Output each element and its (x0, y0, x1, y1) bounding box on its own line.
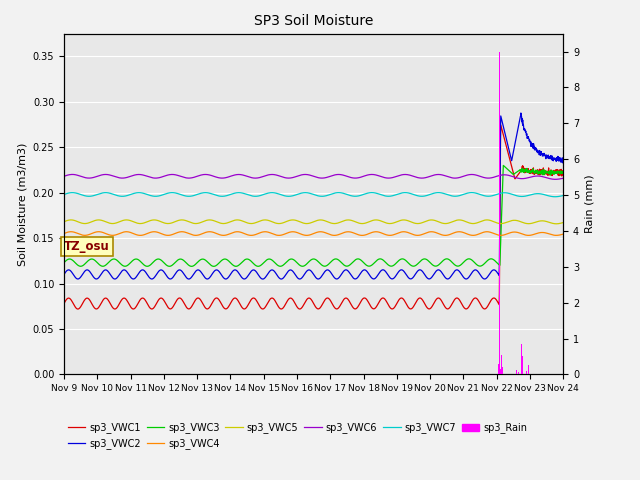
sp3_VWC6 (60, 173, 68, 179)
Title: SP3 Soil Moisture: SP3 Soil Moisture (254, 14, 373, 28)
sp3_VWC5 (529, 220, 537, 226)
sp3_VWC3 (499, 163, 507, 168)
sp3_VWC7 (339, 190, 346, 196)
sp3_VWC2 (259, 276, 267, 282)
Line: sp3_VWC6: sp3_VWC6 (64, 174, 563, 180)
sp3_VWC5 (458, 217, 466, 223)
sp3_VWC1 (458, 302, 466, 308)
sp3_VWC6 (200, 172, 207, 178)
sp3_VWC2 (328, 271, 335, 277)
sp3_VWC7 (515, 193, 523, 199)
sp3_VWC5 (200, 218, 207, 224)
sp3_VWC1 (328, 300, 335, 306)
sp3_VWC6 (515, 176, 523, 181)
sp3_VWC3 (458, 261, 466, 266)
sp3_VWC6 (339, 172, 346, 178)
sp3_VWC7 (458, 192, 466, 198)
sp3_VWC5 (60, 219, 68, 225)
sp3_VWC3 (188, 264, 195, 269)
sp3_VWC6 (328, 173, 335, 179)
sp3_VWC3 (200, 256, 207, 262)
sp3_VWC5 (559, 220, 567, 226)
sp3_VWC7 (559, 192, 567, 198)
sp3_VWC6 (529, 174, 537, 180)
sp3_VWC6 (559, 175, 567, 181)
sp3_VWC2 (339, 270, 346, 276)
sp3_VWC2 (529, 143, 537, 148)
sp3_VWC3 (60, 260, 68, 265)
sp3_VWC2 (517, 110, 525, 116)
Text: TZ_osu: TZ_osu (65, 240, 110, 253)
sp3_VWC4 (95, 229, 102, 235)
sp3_VWC5 (515, 218, 523, 224)
Line: sp3_VWC7: sp3_VWC7 (64, 192, 563, 197)
Line: sp3_VWC3: sp3_VWC3 (64, 166, 563, 266)
sp3_VWC2 (559, 160, 567, 166)
sp3_VWC4 (559, 231, 567, 237)
Line: sp3_VWC4: sp3_VWC4 (64, 232, 563, 235)
Y-axis label: Rain (mm): Rain (mm) (585, 175, 595, 233)
sp3_VWC4 (200, 230, 207, 236)
sp3_VWC7 (529, 192, 537, 197)
sp3_VWC5 (67, 217, 75, 223)
sp3_VWC4 (516, 230, 524, 236)
sp3_VWC3 (529, 169, 537, 175)
Legend: sp3_VWC1, sp3_VWC2, sp3_VWC3, sp3_VWC4, sp3_VWC5, sp3_VWC6, sp3_VWC7, sp3_Rain: sp3_VWC1, sp3_VWC2, sp3_VWC3, sp3_VWC4, … (64, 419, 531, 453)
Line: sp3_VWC5: sp3_VWC5 (64, 220, 563, 224)
sp3_VWC1 (559, 171, 567, 177)
sp3_VWC4 (339, 230, 346, 236)
sp3_VWC4 (328, 232, 335, 238)
sp3_VWC4 (529, 232, 537, 238)
sp3_VWC7 (199, 190, 207, 196)
Line: sp3_VWC2: sp3_VWC2 (64, 113, 563, 279)
sp3_VWC1 (339, 298, 346, 304)
sp3_VWC7 (551, 194, 559, 200)
sp3_VWC4 (60, 231, 68, 237)
sp3_VWC3 (328, 258, 335, 264)
sp3_VWC1 (200, 302, 207, 308)
sp3_VWC2 (60, 272, 68, 277)
sp3_VWC7 (60, 192, 68, 197)
sp3_VWC1 (529, 165, 537, 171)
sp3_VWC6 (68, 171, 76, 177)
sp3_VWC4 (358, 232, 366, 238)
sp3_VWC7 (328, 191, 335, 197)
sp3_VWC2 (458, 273, 466, 279)
sp3_VWC5 (339, 218, 346, 224)
sp3_VWC7 (468, 190, 476, 195)
sp3_VWC5 (328, 220, 335, 226)
sp3_VWC5 (552, 221, 560, 227)
sp3_VWC1 (60, 300, 68, 306)
Y-axis label: Soil Moisture (m3/m3): Soil Moisture (m3/m3) (17, 142, 27, 266)
sp3_VWC1 (516, 170, 524, 176)
sp3_VWC3 (339, 261, 346, 267)
Line: sp3_VWC1: sp3_VWC1 (64, 125, 563, 309)
sp3_VWC2 (199, 272, 207, 278)
sp3_VWC2 (515, 119, 523, 125)
sp3_VWC1 (74, 306, 82, 312)
sp3_VWC4 (459, 229, 467, 235)
sp3_VWC3 (559, 170, 567, 176)
sp3_VWC6 (458, 174, 466, 180)
sp3_VWC3 (516, 168, 524, 173)
sp3_VWC1 (497, 122, 504, 128)
sp3_VWC6 (552, 177, 559, 182)
